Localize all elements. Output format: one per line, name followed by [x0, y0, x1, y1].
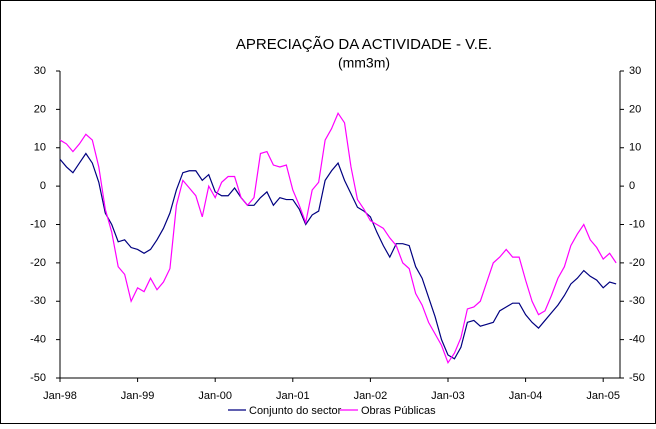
x-tick-label: Jan-05	[586, 390, 620, 402]
x-tick-label: Jan-02	[354, 390, 388, 402]
y2-tick-label: -50	[629, 372, 645, 384]
line-series	[59, 152, 617, 360]
y-tick-label: -10	[30, 218, 46, 230]
y-tick-label: -30	[30, 295, 46, 307]
y-tick-label: 20	[34, 103, 46, 115]
line-series	[59, 111, 617, 364]
y-tick-label: 30	[34, 65, 46, 77]
legend-label: Obras Públicas	[361, 405, 436, 417]
y2-tick-label: -10	[629, 218, 645, 230]
x-tick-label: Jan-01	[276, 390, 310, 402]
x-tick-label: Jan-99	[121, 390, 155, 402]
y2-tick-label: -40	[629, 334, 645, 346]
y2-tick-label: 30	[629, 65, 641, 77]
chart-title: APRECIAÇÃO DA ACTIVIDADE - V.E.	[236, 36, 492, 53]
y2-tick-label: -30	[629, 295, 645, 307]
y2-tick-label: 0	[629, 180, 635, 192]
x-tick-label: Jan-03	[431, 390, 465, 402]
y-tick-label: -20	[30, 257, 46, 269]
x-tick-label: Jan-98	[43, 390, 77, 402]
x-tick-label: Jan-04	[509, 390, 543, 402]
y2-tick-label: 20	[629, 103, 641, 115]
y-tick-label: -50	[30, 372, 46, 384]
x-tick-label: Jan-00	[198, 390, 232, 402]
y-tick-label: 10	[34, 142, 46, 154]
chart-subtitle: (mm3m)	[338, 55, 390, 71]
y-tick-label: -40	[30, 334, 46, 346]
y2-tick-label: -20	[629, 257, 645, 269]
y2-tick-label: 10	[629, 142, 641, 154]
legend-label: Conjunto do sector	[249, 405, 342, 417]
y-tick-label: 0	[40, 180, 46, 192]
